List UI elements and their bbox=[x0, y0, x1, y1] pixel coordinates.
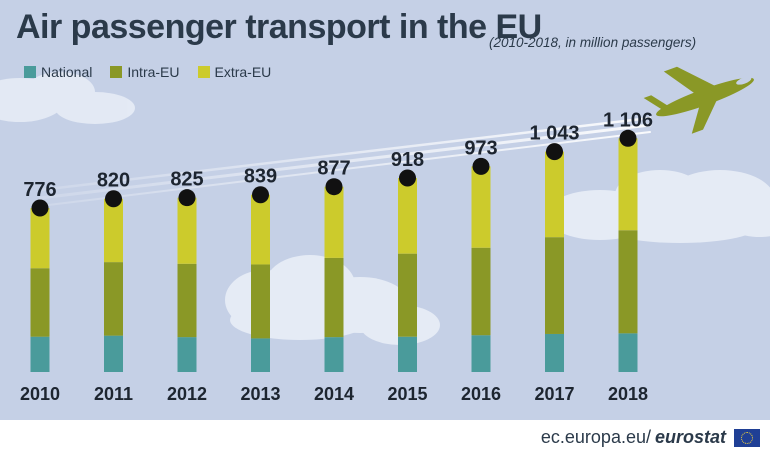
bar-segment-intra-eu-2017 bbox=[545, 237, 564, 334]
eu-flag-icon bbox=[734, 428, 760, 447]
total-label-2013: 839 bbox=[244, 166, 277, 188]
year-label-2016: 2016 bbox=[461, 384, 501, 404]
total-marker-2014 bbox=[325, 178, 343, 196]
footer-brand: eurostat bbox=[654, 427, 726, 447]
bar-segment-national-2017 bbox=[545, 333, 564, 372]
year-label-2010: 2010 bbox=[20, 384, 60, 404]
total-marker-2015 bbox=[399, 169, 416, 187]
bar-segment-intra-eu-2010 bbox=[30, 268, 50, 337]
bar-segment-intra-eu-2011 bbox=[104, 262, 123, 336]
bar-segment-extra-eu-2012 bbox=[177, 197, 197, 264]
contrails bbox=[38, 116, 652, 207]
bar-segment-intra-eu-2016 bbox=[471, 247, 491, 336]
bar-segment-national-2015 bbox=[398, 336, 417, 372]
total-label-2010: 776 bbox=[23, 179, 56, 201]
bar-segment-national-2012 bbox=[177, 337, 197, 372]
legend-item-national: National bbox=[24, 64, 92, 80]
total-label-2014: 877 bbox=[317, 158, 350, 180]
bar-segment-extra-eu-2011 bbox=[104, 198, 123, 263]
legend-item-intra-eu: Intra-EU bbox=[110, 64, 180, 80]
year-label-2018: 2018 bbox=[608, 384, 648, 404]
legend-swatch-intra-eu bbox=[110, 66, 123, 78]
bar-segment-intra-eu-2013 bbox=[251, 264, 270, 339]
total-label-2015: 918 bbox=[391, 149, 424, 171]
year-label-2013: 2013 bbox=[240, 384, 280, 404]
stacked-bar-chart: 776 820 825 839 877 918 973 1 043 1 106 2010 2011… bbox=[0, 66, 770, 404]
total-marker-2017 bbox=[546, 143, 563, 161]
year-label-2014: 2014 bbox=[314, 384, 354, 404]
bar-segment-extra-eu-2017 bbox=[545, 151, 564, 238]
total-label-2011: 820 bbox=[97, 170, 130, 192]
total-markers bbox=[31, 129, 637, 217]
legend-label-intra-eu: Intra-EU bbox=[127, 64, 180, 80]
bar-segment-extra-eu-2014 bbox=[324, 186, 344, 258]
total-label-2012: 825 bbox=[170, 169, 203, 191]
total-marker-2012 bbox=[178, 189, 196, 207]
legend-label-extra-eu: Extra-EU bbox=[214, 64, 272, 80]
bar-segment-intra-eu-2018 bbox=[618, 230, 638, 334]
bar-segment-extra-eu-2010 bbox=[30, 208, 50, 269]
bar-segment-intra-eu-2015 bbox=[398, 253, 417, 337]
legend-item-extra-eu: Extra-EU bbox=[197, 64, 272, 80]
bar-segment-national-2018 bbox=[618, 333, 638, 372]
chart-subtitle: (2010-2018, in million passengers) bbox=[489, 35, 697, 50]
bar-segment-national-2013 bbox=[251, 338, 270, 372]
total-marker-2010 bbox=[31, 199, 49, 217]
bar-segment-extra-eu-2013 bbox=[251, 194, 270, 265]
legend-swatch-extra-eu bbox=[197, 66, 210, 78]
total-marker-2016 bbox=[472, 157, 490, 175]
bar-segment-extra-eu-2015 bbox=[398, 178, 417, 254]
airplane-icon bbox=[643, 66, 754, 134]
bar-segment-intra-eu-2014 bbox=[324, 257, 344, 338]
year-label-2015: 2015 bbox=[387, 384, 427, 404]
total-marker-2018 bbox=[619, 129, 637, 147]
total-marker-2011 bbox=[105, 190, 122, 208]
bar-segment-national-2010 bbox=[30, 336, 50, 372]
total-label-2016: 973 bbox=[464, 137, 497, 159]
total-label-2017: 1 043 bbox=[529, 123, 579, 145]
bar-segment-extra-eu-2018 bbox=[618, 138, 638, 231]
bar-segment-national-2016 bbox=[471, 335, 491, 372]
bar-segment-intra-eu-2012 bbox=[177, 263, 197, 338]
chart-panel: 776 820 825 839 877 918 973 1 043 1 106 2010 2011… bbox=[0, 0, 770, 420]
year-label-2017: 2017 bbox=[534, 384, 574, 404]
chart-title: Air passenger transport in the EU bbox=[16, 8, 542, 46]
bar-segment-national-2014 bbox=[324, 337, 344, 372]
legend: National Intra-EU Extra-EU bbox=[24, 64, 271, 80]
bar-segment-extra-eu-2016 bbox=[471, 166, 491, 248]
total-labels: 776 820 825 839 877 918 973 1 043 1 106 bbox=[23, 109, 653, 201]
legend-swatch-national bbox=[24, 66, 36, 78]
source-footer: ec.europa.eu/eurostat bbox=[541, 427, 760, 448]
total-marker-2013 bbox=[252, 186, 269, 204]
total-label-2018: 1 106 bbox=[603, 109, 653, 131]
x-axis-labels: 2010 2011 2012 2013 2014 2015 2016 2017 2018 bbox=[20, 384, 648, 404]
year-label-2011: 2011 bbox=[94, 384, 133, 404]
footer-site: ec.europa.eu/ bbox=[540, 427, 651, 447]
bar-segment-national-2011 bbox=[104, 335, 123, 372]
year-label-2012: 2012 bbox=[167, 384, 207, 404]
bars bbox=[30, 138, 638, 372]
cloud-left bbox=[0, 72, 135, 124]
legend-label-national: National bbox=[41, 64, 93, 80]
cloud-right bbox=[545, 170, 770, 243]
